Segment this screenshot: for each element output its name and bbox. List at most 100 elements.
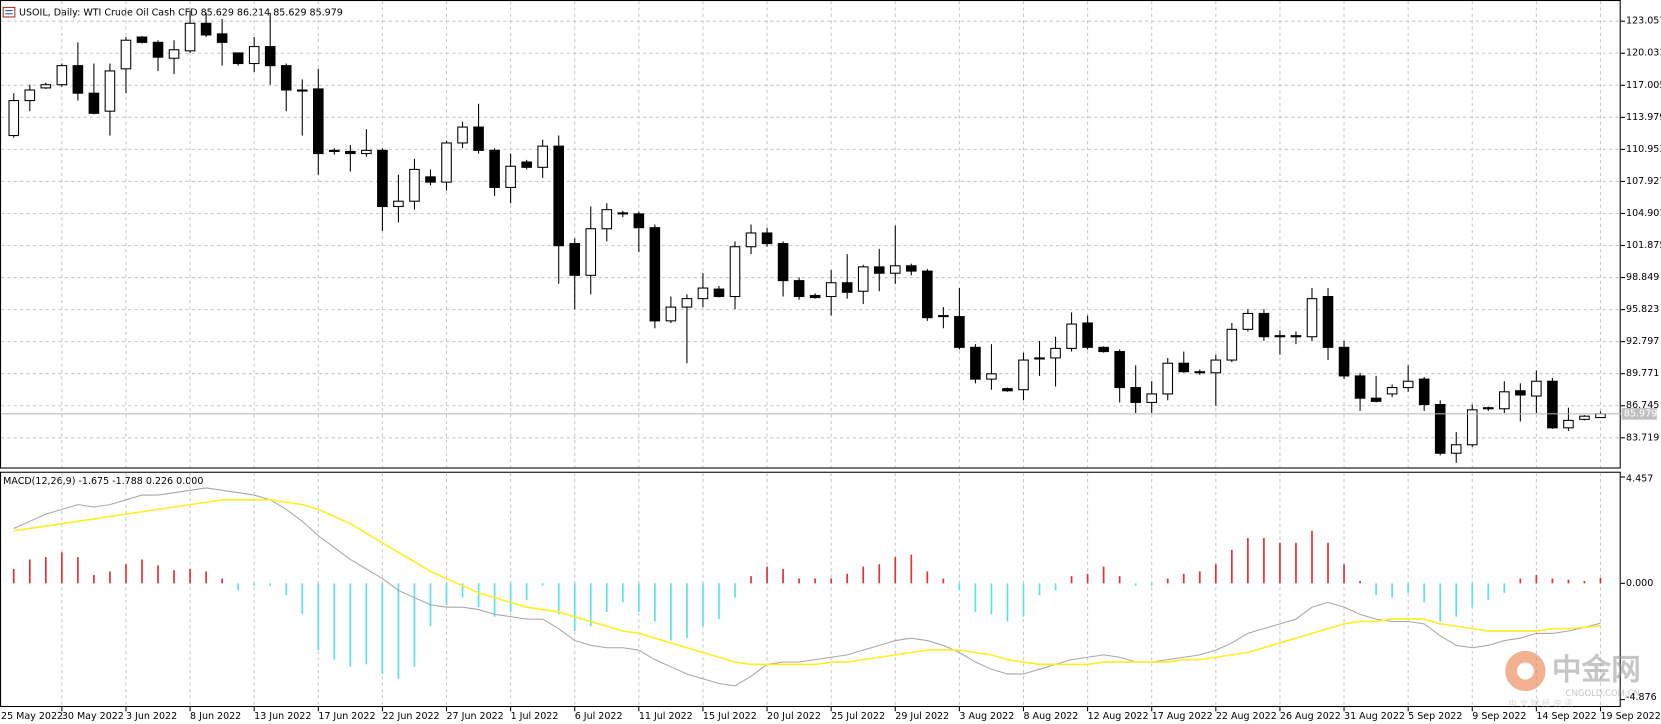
- candle-body: [649, 227, 661, 322]
- y-tick-label: 98.849: [1626, 272, 1659, 283]
- candle-body: [1018, 359, 1029, 391]
- symbol-icon: [2, 6, 16, 18]
- candle-body: [441, 142, 452, 183]
- candle-body: [345, 150, 356, 155]
- macd-signal-line: [13, 499, 1601, 666]
- candle-body: [922, 270, 933, 319]
- candle-body: [1531, 380, 1542, 397]
- candle-body: [248, 46, 260, 65]
- candle-body: [184, 22, 196, 52]
- y-tick-label: 86.745: [1626, 400, 1659, 411]
- y-tick-label: 89.771: [1626, 368, 1659, 379]
- candle-body: [585, 228, 597, 276]
- candle-body: [777, 243, 789, 282]
- candle-body: [761, 232, 773, 245]
- candle-body: [1547, 380, 1558, 429]
- candle-body: [954, 316, 965, 348]
- candle-body: [473, 126, 484, 151]
- macd-main-readout: -1.675: [78, 476, 109, 487]
- x-tick-label: 6 Jul 2022: [575, 711, 623, 722]
- candle-body: [1290, 335, 1302, 338]
- candle-body: [889, 265, 901, 274]
- candle-body: [825, 282, 837, 298]
- candle-body: [1050, 347, 1061, 359]
- candle-body: [393, 200, 404, 208]
- candle-body: [1066, 323, 1077, 349]
- candle-body: [793, 280, 805, 298]
- x-tick-label: 9 Sep 2022: [1472, 711, 1526, 722]
- y-tick-label: 107.927: [1626, 176, 1661, 187]
- macd-panel-frame: [0, 471, 1621, 708]
- candle-body: [873, 266, 885, 274]
- candle-body: [104, 70, 116, 112]
- macd-y-tick-label: -4.876: [1626, 692, 1657, 703]
- price-panel-frame: [0, 0, 1621, 469]
- candle-body: [1515, 390, 1526, 396]
- candle-body: [72, 65, 84, 94]
- candle-body: [120, 39, 132, 70]
- candle-body: [809, 294, 821, 299]
- x-tick-label: 13 Jun 2022: [254, 711, 311, 722]
- candle-body: [1194, 371, 1206, 374]
- x-tick-label: 19 Sep 2022: [1600, 711, 1660, 722]
- x-tick-label: 31 Aug 2022: [1344, 711, 1405, 722]
- candle-body: [1370, 397, 1382, 402]
- y-tick-label: 117.005: [1626, 80, 1661, 91]
- candle-body: [569, 243, 581, 276]
- y-tick-label: 113.979: [1626, 112, 1661, 123]
- candle-body: [296, 89, 308, 92]
- x-tick-label: 22 Jun 2022: [382, 711, 439, 722]
- x-tick-label: 20 Jul 2022: [767, 711, 821, 722]
- candle-body: [425, 176, 436, 183]
- x-tick-label: 8 Aug 2022: [1023, 711, 1078, 722]
- candle-body: [681, 298, 693, 308]
- x-tick-label: 12 Aug 2022: [1088, 711, 1149, 722]
- candle-body: [1146, 393, 1158, 403]
- candle-body: [713, 288, 725, 298]
- y-tick-label: 95.823: [1626, 304, 1659, 315]
- candle-body: [1114, 351, 1125, 389]
- candle-body: [409, 168, 420, 202]
- y-tick-label: 123.057: [1626, 16, 1661, 27]
- chart-header: USOIL, Daily: WTI Crude Oil Cash CFD 85.…: [19, 7, 343, 18]
- header-low: 85.629: [273, 7, 306, 18]
- watermark: 中金网 CNGOLD.COM.CN 中 文 财 经 资 讯: [1505, 650, 1641, 708]
- candle-body: [906, 265, 917, 272]
- y-tick-label: 120.031: [1626, 48, 1661, 59]
- candle-body: [537, 145, 548, 168]
- candle-body: [1242, 312, 1254, 330]
- candle-body: [1595, 413, 1606, 419]
- x-tick-label: 25 May 2022: [1, 711, 63, 722]
- last-price-tag: [1621, 408, 1657, 420]
- y-tick-label: 83.719: [1626, 432, 1659, 443]
- macd-hist-readout: 0.226: [146, 476, 173, 487]
- candle-body: [553, 145, 564, 247]
- candle-body: [1258, 312, 1270, 338]
- candle-body: [938, 315, 949, 318]
- x-tick-label: 3 Aug 2022: [959, 711, 1014, 722]
- candle-body: [152, 41, 164, 58]
- candle-body: [1338, 346, 1350, 377]
- candle-body: [665, 306, 677, 322]
- x-tick-label: 27 Jun 2022: [447, 711, 504, 722]
- candle-body: [1402, 380, 1414, 389]
- symbol: USOIL, Daily:: [19, 7, 80, 18]
- last-price-label: 85.979: [1624, 408, 1657, 419]
- candle-body: [1386, 387, 1398, 395]
- macd-header: MACD(12,26,9) -1.675 -1.788 0.226 0.000: [3, 476, 203, 487]
- y-tick-label: 101.875: [1626, 240, 1661, 251]
- x-tick-label: 30 May 2022: [62, 711, 124, 722]
- header-open: 85.629: [201, 7, 234, 18]
- macd-signal-readout: -1.788: [112, 476, 143, 487]
- candle-body: [1418, 378, 1430, 406]
- candle-body: [168, 49, 180, 59]
- candle-body: [1499, 391, 1510, 410]
- x-tick-label: 8 Jun 2022: [190, 711, 241, 722]
- candle-body: [745, 232, 757, 248]
- candle-body: [1579, 415, 1590, 420]
- candle-body: [88, 92, 100, 114]
